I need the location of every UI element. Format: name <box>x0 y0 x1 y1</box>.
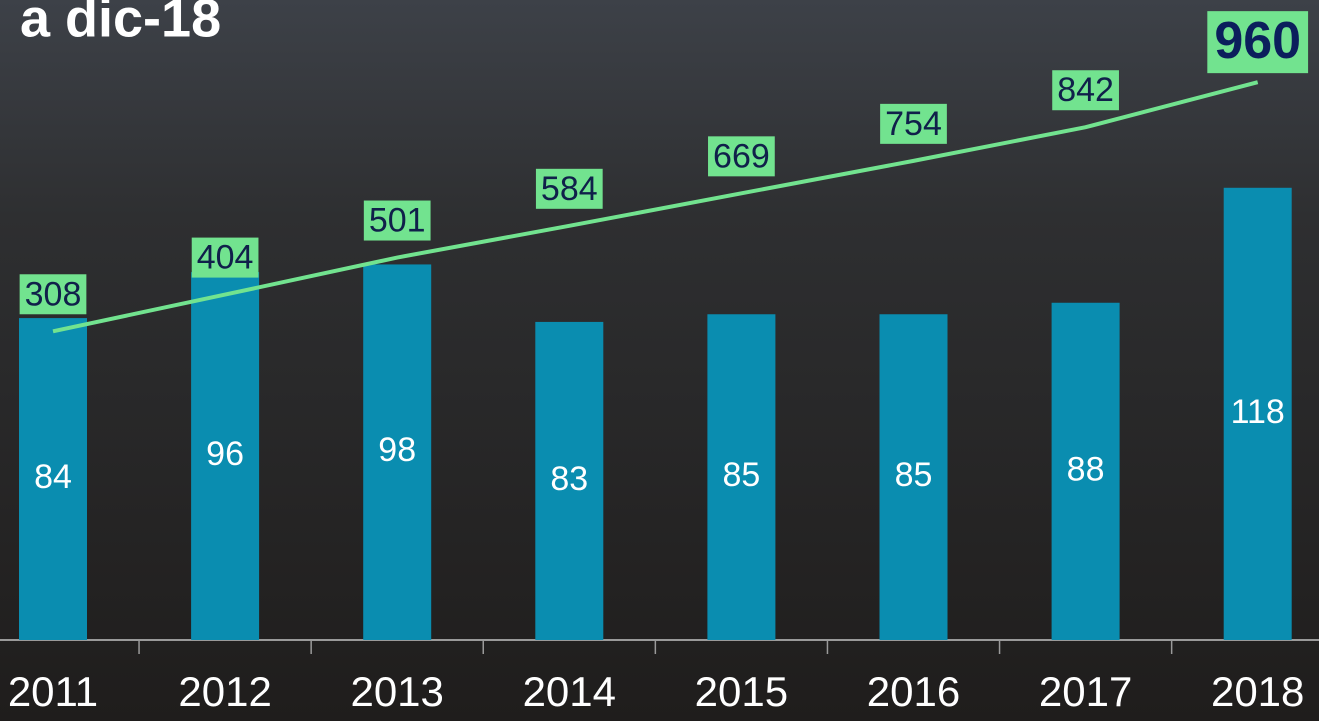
line-value-label: 754 <box>885 105 942 143</box>
line-value-label: 842 <box>1057 71 1114 109</box>
line-value-label-box: 501 <box>364 201 431 241</box>
x-tick-label: 2016 <box>867 668 960 715</box>
x-tick-label: 2012 <box>178 668 271 715</box>
line-value-label-box: 960 <box>1207 11 1308 73</box>
line-value-label-box: 404 <box>192 238 259 278</box>
bar-value-label: 88 <box>1067 450 1105 488</box>
line-value-label: 960 <box>1214 12 1301 70</box>
x-tick-label: 2014 <box>523 668 616 715</box>
x-tick-label: 2015 <box>695 668 788 715</box>
bar-value-label: 96 <box>206 435 244 473</box>
chart: a dic-18 2011 2012 2013 2014 2015 2016 2017 201… <box>0 0 1319 721</box>
bar-value-label: 118 <box>1231 393 1285 431</box>
line-value-label: 501 <box>369 202 426 240</box>
line-value-label: 308 <box>25 275 82 313</box>
line-value-label-box: 842 <box>1052 70 1119 110</box>
bar-value-label: 84 <box>34 458 72 496</box>
line-value-label-box: 308 <box>20 274 87 314</box>
bar-value-label: 83 <box>550 460 588 498</box>
x-tick-label: 2011 <box>8 668 98 715</box>
bar-value-label: 98 <box>378 431 416 469</box>
x-tick-label: 2017 <box>1039 668 1132 715</box>
bar-value-label: 85 <box>722 456 760 494</box>
chart-title: a dic-18 <box>20 0 221 48</box>
line-value-label-box: 669 <box>708 136 775 176</box>
line-value-label-box: 754 <box>880 104 947 144</box>
line-value-label-box: 584 <box>536 169 603 209</box>
line-value-label: 404 <box>197 239 254 277</box>
bar-value-label: 85 <box>895 456 933 494</box>
x-tick-label: 2018 <box>1211 668 1304 715</box>
line-value-label: 669 <box>713 137 770 175</box>
x-tick-label: 2013 <box>350 668 443 715</box>
line-value-label: 584 <box>541 170 598 208</box>
